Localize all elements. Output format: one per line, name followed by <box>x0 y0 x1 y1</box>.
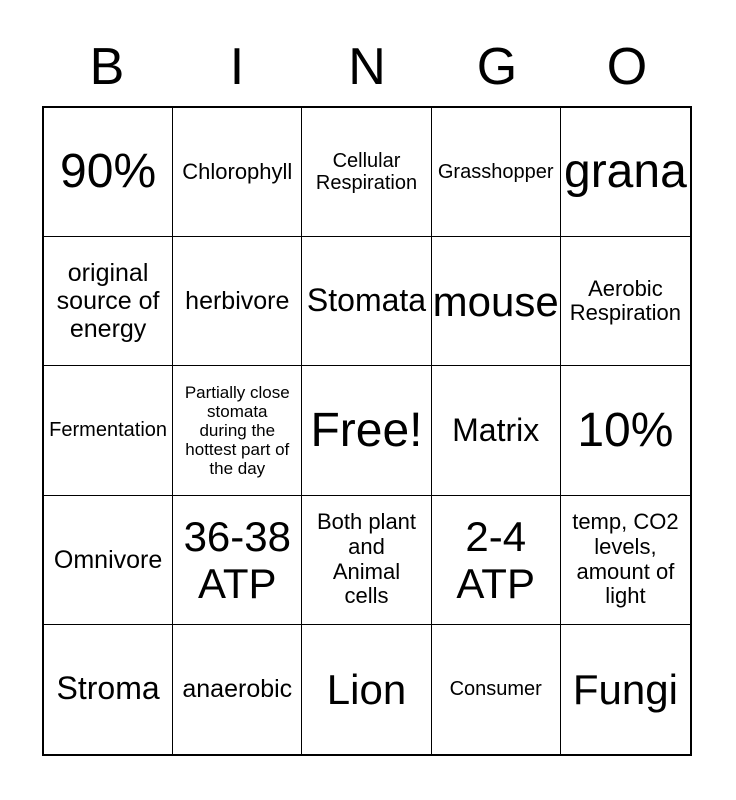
bingo-header: B I N G O <box>42 36 692 98</box>
header-letter-g: G <box>476 38 518 96</box>
free-space-cell[interactable]: Free! <box>302 366 432 496</box>
bingo-cell[interactable]: Fermentation <box>44 366 174 496</box>
bingo-cell[interactable]: grana <box>560 108 690 238</box>
bingo-cell[interactable]: Fungi <box>560 624 690 754</box>
bingo-cell[interactable]: herbivore <box>173 237 303 367</box>
bingo-board: 90% Chlorophyll Cellular Respiration Gra… <box>42 106 692 756</box>
bingo-cell[interactable]: Lion <box>302 624 432 754</box>
header-letter-n: N <box>348 38 386 96</box>
bingo-cell[interactable]: Omnivore <box>44 495 174 625</box>
bingo-cell[interactable]: mouse <box>431 237 561 367</box>
bingo-cell[interactable]: anaerobic <box>173 624 303 754</box>
bingo-cell[interactable]: Stomata <box>302 237 432 367</box>
header-letter-o: O <box>606 38 648 96</box>
bingo-cell[interactable]: 90% <box>44 108 174 238</box>
header-letter-b: B <box>89 38 125 96</box>
bingo-cell[interactable]: Stroma <box>44 624 174 754</box>
bingo-cell[interactable]: Aerobic Respiration <box>560 237 690 367</box>
bingo-cell[interactable]: Grasshopper <box>431 108 561 238</box>
bingo-cell[interactable]: temp, CO2 levels, amount of light <box>560 495 690 625</box>
bingo-cell[interactable]: Partially close stomata during the hotte… <box>173 366 303 496</box>
bingo-cell[interactable]: Both plant and Animal cells <box>302 495 432 625</box>
bingo-cell[interactable]: 10% <box>560 366 690 496</box>
bingo-cell[interactable]: original source of energy <box>44 237 174 367</box>
bingo-cell[interactable]: 36-38 ATP <box>173 495 303 625</box>
bingo-cell[interactable]: Chlorophyll <box>173 108 303 238</box>
bingo-cell[interactable]: Cellular Respiration <box>302 108 432 238</box>
bingo-cell[interactable]: 2-4 ATP <box>431 495 561 625</box>
header-letter-i: I <box>229 38 245 96</box>
bingo-cell[interactable]: Matrix <box>431 366 561 496</box>
bingo-cell[interactable]: Consumer <box>431 624 561 754</box>
